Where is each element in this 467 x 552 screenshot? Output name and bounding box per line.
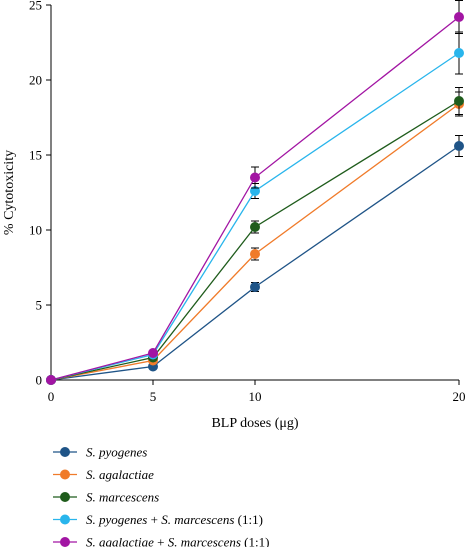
legend-item: S. marcescens xyxy=(53,490,159,505)
x-tick-label: 10 xyxy=(249,389,262,404)
series-3 xyxy=(46,31,464,385)
series-line xyxy=(50,100,460,381)
legend-label: S. agalactiae + S. marcescens (1:1) xyxy=(86,535,269,548)
y-axis-title: % Cytotoxicity xyxy=(2,150,17,235)
series-line xyxy=(50,103,460,381)
data-point xyxy=(250,222,260,232)
x-tick-label: 0 xyxy=(48,389,55,404)
legend-item: S. pyogenes xyxy=(53,445,147,460)
series-4 xyxy=(46,0,464,385)
legend-marker xyxy=(60,492,70,502)
legend-label: S. pyogenes + S. marcescens (1:1) xyxy=(86,512,263,527)
legend-item: S. agalactiae + S. marcescens (1:1) xyxy=(53,535,269,550)
x-tick-label: 5 xyxy=(150,389,157,404)
x-axis-title: BLP doses (μg) xyxy=(211,416,298,431)
y-tick-label: 20 xyxy=(29,73,42,88)
data-point xyxy=(454,96,464,106)
data-point xyxy=(250,172,260,183)
x-tick-label: 20 xyxy=(453,389,466,404)
legend-marker xyxy=(60,537,70,547)
legend-marker xyxy=(60,514,70,525)
legend-item: S. agalactiae xyxy=(53,467,154,482)
series-line xyxy=(50,52,460,381)
series-line xyxy=(50,145,460,381)
y-tick-label: 25 xyxy=(29,0,42,13)
series-2 xyxy=(46,87,464,385)
y-tick-label: 10 xyxy=(29,223,42,238)
data-point xyxy=(454,12,464,22)
data-point xyxy=(250,249,260,259)
legend-label: S. marcescens xyxy=(86,490,159,505)
legend-label: S. pyogenes xyxy=(86,445,147,460)
data-point xyxy=(46,375,56,385)
data-point xyxy=(454,48,464,58)
data-point xyxy=(454,141,464,151)
series-layer xyxy=(46,0,464,385)
axes: 0 5 10 15 20 25 0 5 10 20 xyxy=(29,0,466,404)
y-tick-label: 0 xyxy=(36,373,43,388)
y-tick-label: 5 xyxy=(36,298,43,313)
series-line xyxy=(50,16,460,381)
legend-item: S. pyogenes + S. marcescens (1:1) xyxy=(53,512,263,527)
legend-marker xyxy=(60,447,70,457)
y-tick-label: 15 xyxy=(29,148,42,163)
legend-label: S. agalactiae xyxy=(86,467,154,482)
legend-marker xyxy=(60,469,70,480)
data-point xyxy=(250,282,260,292)
legend: S. pyogenes S. agalactiae S. marcescens S. … xyxy=(53,445,269,550)
data-point xyxy=(148,348,158,358)
